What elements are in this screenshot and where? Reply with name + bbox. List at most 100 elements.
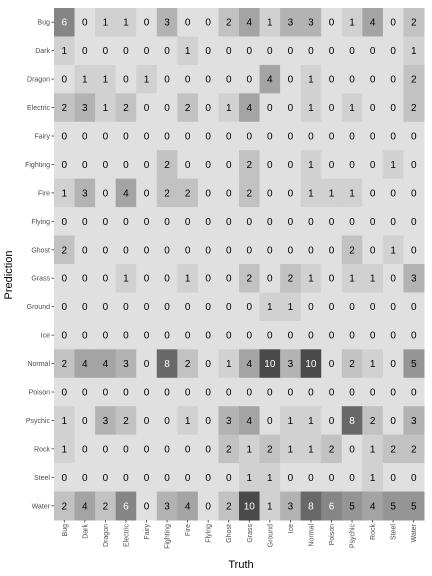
cell-value-label: 0 [164,388,170,399]
heatmap-cell [177,235,199,265]
heatmap-cell [362,264,384,293]
cell-value-label: 0 [123,388,129,399]
cell-value-label: 0 [61,274,67,285]
cell-value-label: 0 [370,388,376,399]
heatmap-cell [239,349,261,379]
cell-value-label: 0 [82,217,88,228]
heatmap-cell [239,235,261,265]
heatmap-cell [362,178,384,208]
heatmap-cell [156,235,178,265]
cell-value-label: 0 [205,302,211,313]
cell-value-label: 1 [267,302,273,313]
x-tick-label: Ice [288,524,295,533]
heatmap-cell [95,377,117,407]
cell-value-label: 3 [411,274,417,285]
heatmap-cell [136,406,158,436]
cell-value-label: 0 [61,302,67,313]
cell-value-label: 2 [246,274,252,285]
heatmap-cell [177,292,199,322]
heatmap-cell [362,320,384,350]
cell-value-label: 2 [411,444,417,455]
heatmap-cell [136,121,158,151]
heatmap-cell [74,235,96,265]
cell-value-label: 0 [123,444,129,455]
heatmap-cell [341,349,363,379]
heatmap-cell [54,150,76,180]
cell-value-label: 0 [82,245,88,256]
cell-value-label: 1 [288,416,294,427]
heatmap-cell [218,93,240,123]
heatmap-cell [136,491,158,521]
cell-value-label: 0 [411,331,417,342]
cell-value-label: 0 [103,274,109,285]
cell-value-label: 0 [103,473,109,484]
cell-value-label: 1 [390,160,396,171]
cell-value-label: 0 [329,46,335,57]
cell-value-label: 6 [329,501,335,512]
heatmap-cell [218,434,240,464]
y-tick-label: Fighting [25,162,50,169]
heatmap-cell [115,150,137,180]
cell-value-label: 1 [61,188,67,199]
heatmap-cell [136,377,158,407]
heatmap-cell [341,121,363,151]
cell-value-label: 4 [82,501,88,512]
heatmap-cell [321,178,343,208]
cell-value-label: 0 [349,46,355,57]
cell-value-label: 0 [164,444,170,455]
cell-value-label: 5 [411,501,417,512]
heatmap-cell [300,207,322,237]
heatmap-cell [362,235,384,265]
heatmap-cell [74,320,96,350]
heatmap-cell [280,292,302,322]
cell-value-label: 0 [246,46,252,57]
heatmap-cell [197,150,219,180]
heatmap-cell [136,150,158,180]
heatmap-cell [239,264,261,293]
heatmap-cell [156,264,178,293]
heatmap-cell [115,207,137,237]
cell-value-label: 0 [390,103,396,114]
cell-value-label: 0 [61,388,67,399]
cell-value-label: 0 [226,188,232,199]
heatmap-cell [341,36,363,66]
cell-value-label: 0 [267,388,273,399]
cell-value-label: 0 [144,18,150,29]
heatmap-cell [321,264,343,293]
heatmap-cell [321,207,343,237]
heatmap-cell [74,292,96,322]
heatmap-cell [403,292,425,322]
y-tick-label: Electric [27,105,50,112]
heatmap-cell [321,93,343,123]
heatmap-cells: 6 0 1 1 0 3 0 0 2 4 1 3 3 0 1 4 0 21 0 0 0 0 0 1 0 0 0 0 0 0 0 0 0 0 10 1 1 0… [54,8,425,521]
heatmap-cell [95,349,117,379]
heatmap-cell [156,93,178,123]
heatmap-cell [74,349,96,379]
cell-value-label: 0 [288,188,294,199]
cell-value-label: 2 [226,444,232,455]
cell-value-label: 1 [370,444,376,455]
cell-value-label: 0 [329,160,335,171]
heatmap-cell [218,36,240,66]
cell-value-label: 0 [82,132,88,143]
cell-value-label: 0 [411,160,417,171]
heatmap-cell [259,463,281,493]
cell-value-label: 3 [123,359,129,370]
cell-value-label: 0 [82,416,88,427]
cell-value-label: 3 [226,416,232,427]
heatmap-cell [197,292,219,322]
x-tick-label: Grass [247,524,254,543]
heatmap-cell [382,207,404,237]
heatmap-cell [197,491,219,521]
heatmap-cell [403,434,425,464]
cell-value-label: 0 [390,388,396,399]
cell-value-label: 0 [103,46,109,57]
cell-value-label: 0 [144,444,150,455]
cell-value-label: 3 [103,416,109,427]
cell-value-label: 0 [329,388,335,399]
heatmap-cell [362,121,384,151]
cell-value-label: 0 [82,331,88,342]
heatmap-cell [54,121,76,151]
heatmap-cell [95,36,117,66]
cell-value-label: 0 [370,160,376,171]
